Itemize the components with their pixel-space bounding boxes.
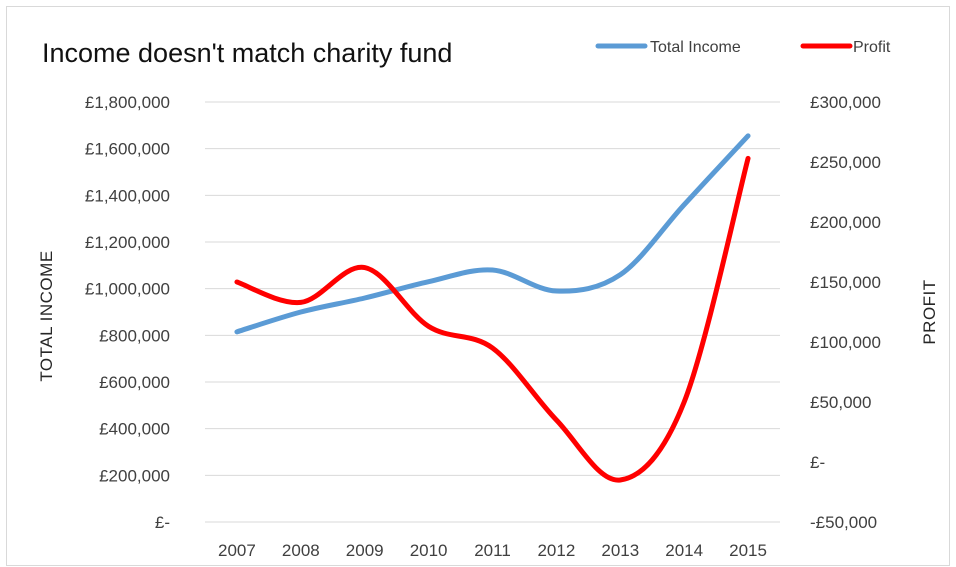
x-tick-label: 2009 (346, 541, 384, 560)
right-tick-label: £100,000 (810, 333, 881, 352)
x-tick-label: 2015 (729, 541, 767, 560)
right-axis-ticks: -£50,000 £- £50,000 £100,000 £150,000 £200,00… (810, 93, 881, 532)
left-tick-label: £- (155, 513, 170, 532)
gridlines (205, 101, 780, 523)
chart-title: Income doesn't match charity fund (42, 38, 452, 68)
x-tick-label: 2014 (665, 541, 703, 560)
left-axis-ticks: £- £200,000 £400,000 £600,000 £800,000 £1,000… (85, 93, 170, 532)
x-axis-ticks: 2007 2008 2009 2010 2011 2012 2013 2014 2015 (218, 541, 767, 560)
x-tick-label: 2008 (282, 541, 320, 560)
legend-label-profit: Profit (853, 39, 891, 56)
x-tick-label: 2011 (474, 541, 511, 560)
left-tick-label: £1,000,000 (85, 280, 170, 299)
series-lines (234, 133, 751, 483)
right-tick-label: £- (810, 453, 825, 472)
left-tick-label: £400,000 (99, 420, 170, 439)
left-tick-label: £1,400,000 (85, 186, 170, 205)
x-tick-label: 2012 (537, 541, 575, 560)
right-tick-label: -£50,000 (810, 513, 877, 532)
x-tick-label: 2013 (601, 541, 639, 560)
right-tick-label: £200,000 (810, 213, 881, 232)
left-tick-label: £1,200,000 (85, 233, 170, 252)
series-line-profit (234, 155, 751, 483)
series-line-total-income (234, 133, 751, 335)
left-tick-label: £1,800,000 (85, 93, 170, 112)
right-tick-label: £50,000 (810, 393, 871, 412)
left-tick-label: £600,000 (99, 373, 170, 392)
x-tick-label: 2007 (218, 541, 256, 560)
left-tick-label: £800,000 (99, 326, 170, 345)
left-axis-title: TOTAL INCOME (37, 250, 56, 381)
right-tick-label: £300,000 (810, 93, 881, 112)
left-tick-label: £200,000 (99, 466, 170, 485)
legend: Total Income Profit (595, 39, 891, 56)
chart-frame (6, 6, 950, 566)
right-tick-label: £250,000 (810, 153, 881, 172)
left-tick-label: £1,600,000 (85, 140, 170, 159)
right-axis-title: PROFIT (920, 279, 939, 344)
legend-label-total-income: Total Income (650, 39, 741, 56)
x-tick-label: 2010 (410, 541, 448, 560)
right-tick-label: £150,000 (810, 273, 881, 292)
